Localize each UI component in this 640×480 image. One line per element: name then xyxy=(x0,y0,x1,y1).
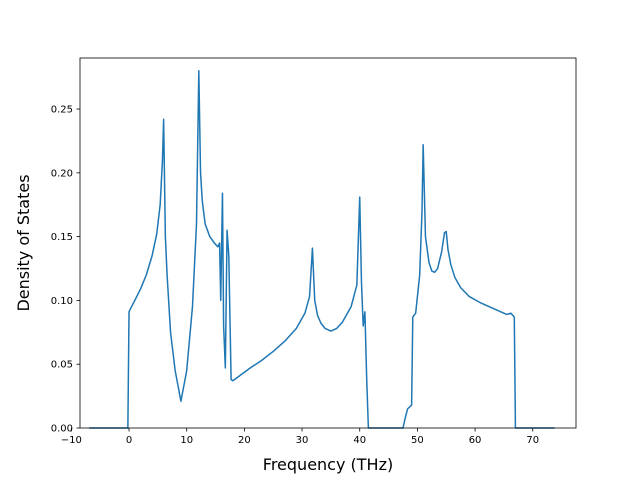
x-tick-label: 60 xyxy=(469,435,482,446)
y-axis-label: Density of States xyxy=(14,174,33,311)
y-tick-label: 0.25 xyxy=(51,105,73,116)
x-tick-label: 40 xyxy=(353,435,366,446)
y-tick-label: 0.05 xyxy=(51,360,73,371)
x-axis-label: Frequency (THz) xyxy=(263,455,393,474)
y-tick-label: 0.00 xyxy=(51,424,73,435)
y-tick-label: 0.20 xyxy=(51,168,73,179)
y-tick-label: 0.10 xyxy=(51,296,73,307)
x-tick-label: 30 xyxy=(296,435,309,446)
y-tick-label: 0.15 xyxy=(51,232,73,243)
x-tick-label: 10 xyxy=(180,435,193,446)
plot-frame xyxy=(79,57,577,429)
x-tick-label: 70 xyxy=(526,435,539,446)
dos-series-line xyxy=(89,70,555,429)
y-axis-ticks: 0.00 0.05 0.10 0.15 0.20 0.25 xyxy=(51,105,80,435)
x-tick-label: 50 xyxy=(411,435,424,446)
plot-area-background xyxy=(80,58,576,428)
x-tick-label: 20 xyxy=(238,435,251,446)
x-axis-ticks: −10 0 10 20 30 40 50 60 70 xyxy=(61,428,539,446)
x-tick-label: 0 xyxy=(126,435,132,446)
x-tick-label: −10 xyxy=(61,435,82,446)
